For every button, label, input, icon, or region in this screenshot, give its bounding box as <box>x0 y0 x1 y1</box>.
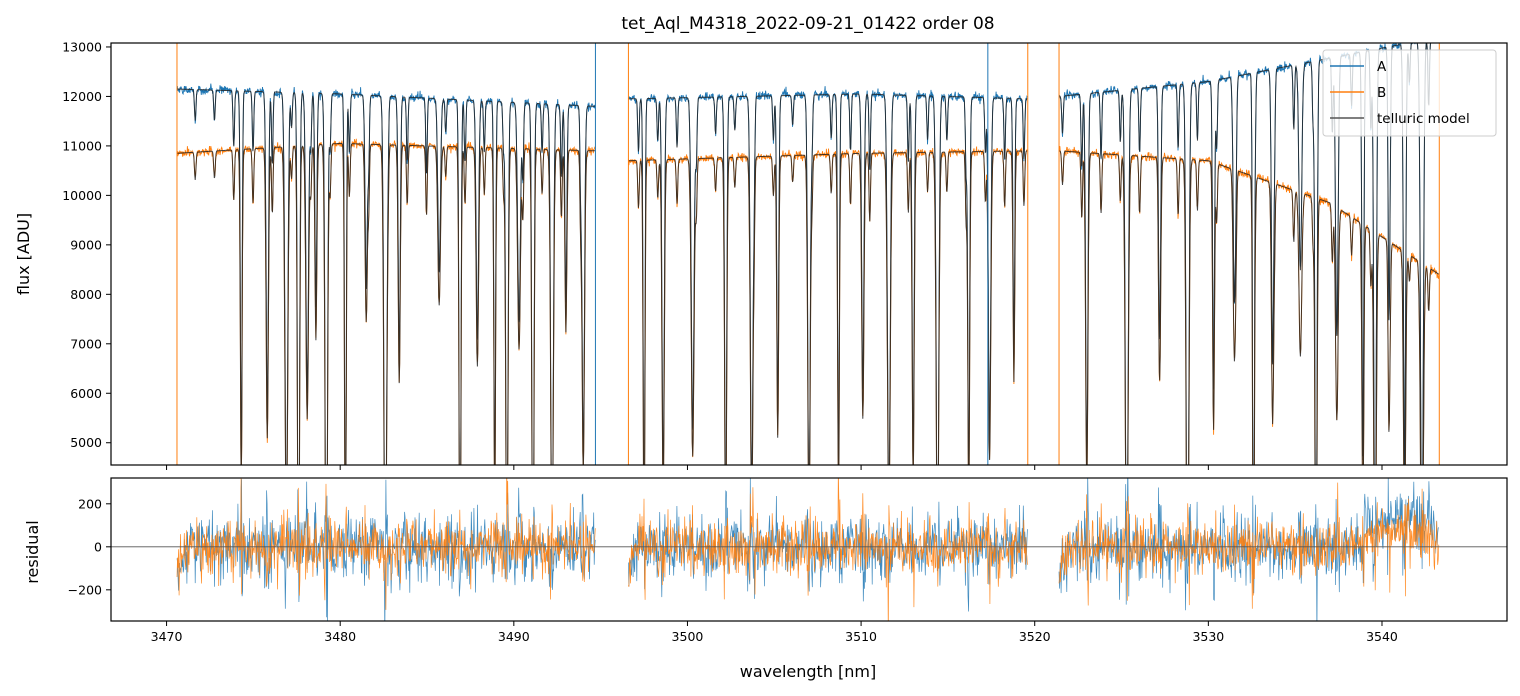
flux-y-ticks: 5000 6000 7000 8000 9000 10000 11000 12000 13000 <box>62 39 111 450</box>
residual-plot-area <box>111 478 1507 621</box>
x-tick-label: 3470 <box>151 629 183 644</box>
y-tick-label: 10000 <box>62 188 102 203</box>
y-tick-label: 13000 <box>62 39 102 54</box>
legend-label-b: B <box>1377 85 1386 101</box>
legend-label-a: A <box>1377 59 1387 75</box>
y-tick-label: 12000 <box>62 89 102 104</box>
y-tick-label: 6000 <box>70 386 102 401</box>
y-tick-label: 0 <box>94 539 102 554</box>
y-tick-label: 11000 <box>62 138 102 153</box>
y-tick-label: −200 <box>68 582 102 597</box>
flux-y-axis-label: flux [ADU] <box>14 213 33 295</box>
residual-y-axis-label: residual <box>23 520 42 583</box>
legend-label-telluric: telluric model <box>1377 111 1470 127</box>
x-tick-label: 3500 <box>672 629 704 644</box>
y-tick-label: 8000 <box>70 287 102 302</box>
x-tick-label: 3480 <box>324 629 356 644</box>
legend: A B telluric model <box>1322 49 1497 137</box>
x-tick-label: 3520 <box>1019 629 1051 644</box>
legend-box <box>1322 49 1497 137</box>
residual-y-ticks: −200 0 200 <box>68 496 111 597</box>
flux-plot-area <box>176 43 1440 465</box>
flux-axes-frame <box>110 42 1508 466</box>
residual-axes-frame <box>110 477 1508 622</box>
x-tick-label: 3530 <box>1192 629 1224 644</box>
x-tick-label: 3490 <box>498 629 530 644</box>
chart-title: tet_Aql_M4318_2022-09-21_01422 order 08 <box>621 14 994 34</box>
x-tick-label: 3510 <box>845 629 877 644</box>
y-tick-label: 5000 <box>70 435 102 450</box>
x-tick-label: 3540 <box>1366 629 1398 644</box>
flux-x-ticks <box>166 465 1383 470</box>
y-tick-label: 9000 <box>70 237 102 252</box>
residual-b-line <box>176 478 1440 621</box>
series-telluric-model-line <box>177 43 1440 465</box>
y-tick-label: 7000 <box>70 336 102 351</box>
residual-x-ticks: 3470 3480 3490 3500 3510 3520 3530 3540 <box>151 621 1398 644</box>
y-tick-label: 200 <box>78 496 102 511</box>
x-axis-label: wavelength [nm] <box>740 662 877 681</box>
